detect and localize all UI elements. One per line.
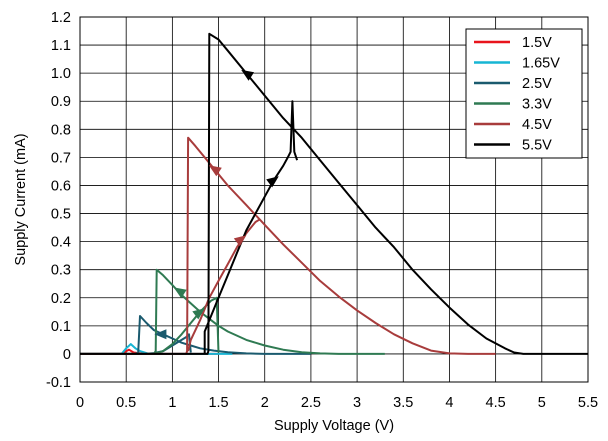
y-tick-label: 0.2: [51, 291, 71, 307]
y-tick-label: 0.4: [51, 235, 71, 251]
y-tick-label: -0.1: [46, 375, 71, 391]
y-tick-label: 0.3: [51, 263, 71, 279]
x-tick-label: 3.5: [393, 395, 413, 411]
direction-arrow: [173, 287, 187, 299]
y-tick-label: 0.1: [51, 319, 71, 335]
y-tick-label: 0: [63, 347, 71, 363]
x-tick-label: 5: [538, 395, 546, 411]
series-line-3p3v: [80, 268, 385, 355]
x-axis-title: Supply Voltage (V): [274, 418, 394, 434]
y-tick-label: 1.2: [51, 10, 71, 26]
series-line-4p5v: [80, 136, 496, 355]
legend-label: 4.5V: [522, 117, 552, 133]
direction-arrow: [266, 176, 279, 188]
plot-frame: [79, 16, 589, 383]
legend-label: 1.5V: [522, 35, 552, 51]
x-tick-label: 0: [76, 395, 84, 411]
series-return-line-3p3v: [153, 296, 220, 355]
y-tick-label: 0.8: [51, 122, 71, 138]
y-tick-label: 0.9: [51, 94, 71, 110]
x-tick-label: 0.5: [116, 395, 136, 411]
direction-arrow: [241, 69, 255, 81]
x-axis-ticks: 0 0.5 1 1.5 2 2.5 3 3.5 4 4.5 5 5.5: [76, 395, 598, 411]
series-return-line-4p5v: [187, 218, 261, 352]
x-tick-label: 4.5: [486, 395, 506, 411]
x-tick-label: 5.5: [578, 395, 598, 411]
y-tick-label: 0.6: [51, 178, 71, 194]
x-tick-label: 1: [168, 395, 176, 411]
series-line-5p5v: [80, 32, 588, 355]
y-axis-ticks: -0.1 0 0.1 0.2 0.3 0.4 0.5 0.6 0.7 0.8 0.9 1.0 1.1 1.…: [46, 10, 71, 391]
direction-arrow: [154, 329, 167, 340]
y-tick-label: 0.5: [51, 207, 71, 223]
legend-label: 2.5V: [522, 76, 552, 92]
x-tick-label: 2: [261, 395, 269, 411]
direction-arrow: [233, 235, 247, 247]
x-tick-label: 4: [445, 395, 453, 411]
y-tick-label: 1.0: [51, 66, 71, 82]
series-layer: [80, 32, 588, 355]
legend-label: 3.3V: [522, 97, 552, 113]
direction-arrow: [192, 308, 205, 320]
legend: 1.5V 1.65V 2.5V 3.3V 4.5V 5.5V: [465, 28, 583, 159]
y-tick-label: 0.7: [51, 150, 71, 166]
y-axis-title: Supply Current (mA): [13, 133, 29, 265]
direction-arrow: [208, 165, 222, 177]
series-return-line-5p5v: [203, 100, 299, 354]
legend-box: [465, 28, 583, 159]
y-tick-label: 1.1: [51, 38, 71, 54]
x-tick-label: 2.5: [301, 395, 321, 411]
x-tick-label: 1.5: [208, 395, 228, 411]
legend-label: 5.5V: [522, 138, 552, 154]
legend-label: 1.65V: [522, 56, 560, 72]
arrows-layer: [154, 69, 279, 340]
x-tick-label: 3: [353, 395, 361, 411]
